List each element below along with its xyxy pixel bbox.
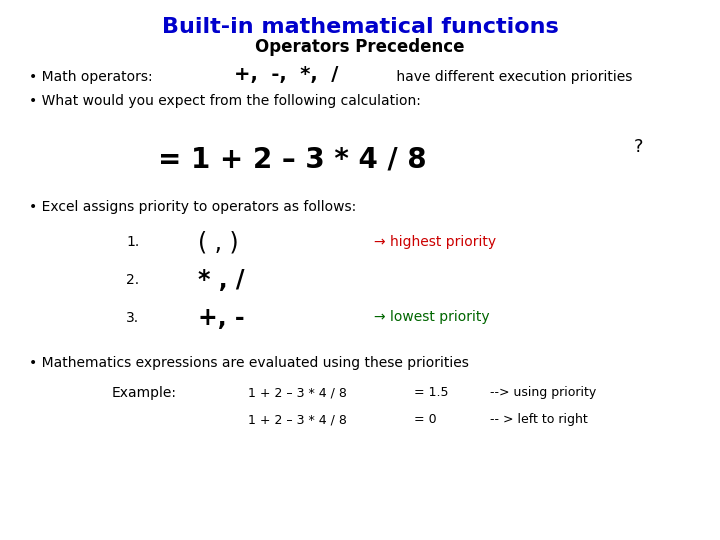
Text: 1 + 2 – 3 * 4 / 8: 1 + 2 – 3 * 4 / 8 [248, 413, 347, 426]
Text: --> using priority: --> using priority [490, 386, 596, 399]
Text: = 1 + 2 – 3 * 4 / 8: = 1 + 2 – 3 * 4 / 8 [158, 146, 427, 174]
Text: 2.: 2. [126, 273, 139, 287]
Text: • What would you expect from the following calculation:: • What would you expect from the followi… [29, 94, 420, 109]
Text: Built-in mathematical functions: Built-in mathematical functions [161, 17, 559, 37]
Text: = 0: = 0 [414, 413, 436, 426]
Text: have different execution priorities: have different execution priorities [392, 70, 633, 84]
Text: • Excel assigns priority to operators as follows:: • Excel assigns priority to operators as… [29, 200, 356, 214]
Text: = 1.5: = 1.5 [414, 386, 449, 399]
Text: * , /: * , / [198, 268, 245, 292]
Text: 1.: 1. [126, 235, 139, 249]
Text: Example:: Example: [112, 386, 176, 400]
Text: → highest priority: → highest priority [374, 235, 497, 249]
Text: • Math operators:: • Math operators: [29, 70, 157, 84]
Text: Operators Precedence: Operators Precedence [256, 38, 464, 56]
Text: → lowest priority: → lowest priority [374, 310, 490, 325]
Text: 1 + 2 – 3 * 4 / 8: 1 + 2 – 3 * 4 / 8 [248, 386, 347, 399]
Text: 3.: 3. [126, 310, 139, 325]
Text: ( , ): ( , ) [198, 231, 238, 254]
Text: • Mathematics expressions are evaluated using these priorities: • Mathematics expressions are evaluated … [29, 356, 469, 370]
Text: +, -: +, - [198, 306, 245, 330]
Text: ?: ? [634, 138, 643, 156]
Text: +,  -,  *,  /: +, -, *, / [234, 65, 338, 84]
Text: -- > left to right: -- > left to right [490, 413, 588, 426]
